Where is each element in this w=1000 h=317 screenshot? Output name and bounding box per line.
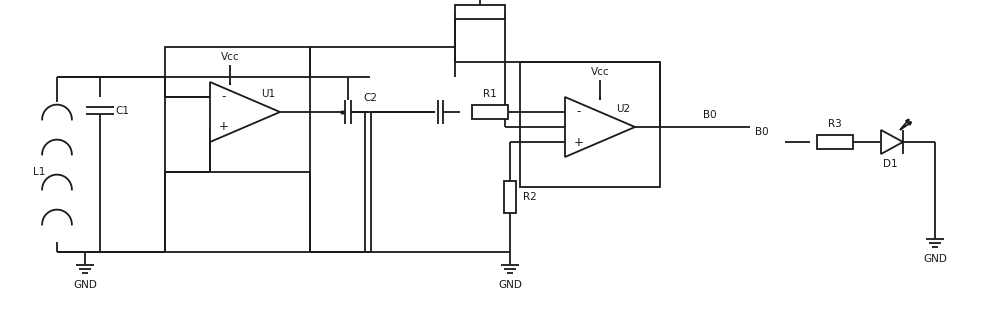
Text: C2: C2 (363, 93, 377, 103)
Text: Vcc: Vcc (221, 52, 239, 62)
Bar (455, 5, 505, 19)
Bar (817, 135, 853, 149)
Bar (520, 62, 660, 187)
Text: +: + (219, 120, 229, 133)
Text: B0: B0 (755, 127, 769, 137)
Text: B0: B0 (703, 110, 717, 120)
Text: Vcc: Vcc (591, 67, 609, 77)
Text: GND: GND (498, 280, 522, 290)
Text: GND: GND (73, 280, 97, 290)
Text: R1: R1 (483, 89, 497, 99)
Text: -: - (222, 90, 226, 103)
Text: +: + (574, 135, 584, 148)
Text: -: - (577, 106, 581, 119)
Text: R3: R3 (828, 119, 842, 129)
Text: C1: C1 (115, 106, 129, 115)
Text: R2: R2 (523, 192, 537, 202)
Text: U2: U2 (616, 104, 630, 114)
Text: D1: D1 (883, 159, 897, 169)
Bar (504, 181, 516, 213)
Text: U1: U1 (261, 89, 275, 99)
Polygon shape (210, 82, 280, 142)
Polygon shape (565, 97, 635, 157)
Bar (165, 47, 310, 172)
Text: GND: GND (923, 254, 947, 264)
Bar (472, 105, 508, 119)
Text: L1: L1 (33, 167, 45, 177)
